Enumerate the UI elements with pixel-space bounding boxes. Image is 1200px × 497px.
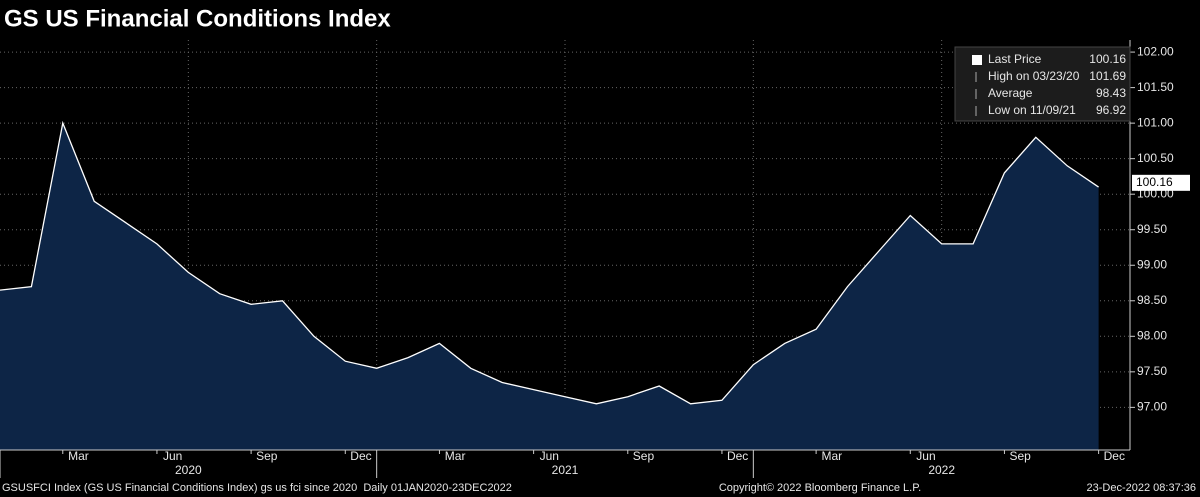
- x-tick-label: Sep: [256, 449, 278, 463]
- x-tick-label: Dec: [350, 449, 371, 463]
- year-label: 2020: [175, 463, 202, 477]
- legend-label: Low on 11/09/21: [988, 103, 1076, 117]
- y-tick-label: 99.50: [1137, 222, 1167, 236]
- legend-value: 100.16: [1089, 52, 1126, 66]
- y-tick-label: 97.00: [1137, 400, 1167, 414]
- legend-label: Average: [988, 86, 1033, 100]
- legend-label: High on 03/23/20: [988, 69, 1080, 83]
- footer-right: 23-Dec-2022 08:37:36: [1087, 482, 1196, 494]
- x-tick-label: Sep: [1009, 449, 1031, 463]
- last-price-label: 100.16: [1136, 175, 1173, 189]
- y-tick-label: 98.00: [1137, 328, 1167, 342]
- y-tick-label: 102.00: [1137, 44, 1174, 58]
- legend-label: Last Price: [988, 52, 1042, 66]
- year-label: 2022: [928, 463, 955, 477]
- x-tick-label: Mar: [821, 449, 842, 463]
- legend-value: 101.69: [1089, 69, 1126, 83]
- y-tick-label: 97.50: [1137, 364, 1167, 378]
- x-tick-label: Dec: [727, 449, 748, 463]
- legend-box: [954, 46, 1131, 122]
- legend-swatch: [972, 55, 982, 65]
- x-tick-label: Dec: [1104, 449, 1125, 463]
- footer-left: GSUSFCI Index (GS US Financial Condition…: [2, 482, 512, 494]
- x-tick-label: Sep: [633, 449, 655, 463]
- y-tick-label: 99.00: [1137, 257, 1167, 271]
- y-tick-label: 101.50: [1137, 80, 1174, 94]
- x-tick-label: Jun: [916, 449, 935, 463]
- area: [0, 123, 1099, 450]
- y-tick-label: 101.00: [1137, 115, 1174, 129]
- line: [0, 120, 1099, 405]
- chart-title: GS US Financial Conditions Index: [4, 5, 391, 32]
- legend-value: 98.43: [1096, 86, 1126, 100]
- x-tick-label: Jun: [540, 449, 559, 463]
- year-label: 2021: [552, 463, 579, 477]
- x-tick-label: Mar: [68, 449, 89, 463]
- footer-center: Copyright© 2022 Bloomberg Finance L.P.: [719, 482, 921, 494]
- x-tick-label: Mar: [445, 449, 466, 463]
- y-tick-label: 98.50: [1137, 293, 1167, 307]
- last-price-tag: [1132, 174, 1190, 191]
- legend-value: 96.92: [1096, 103, 1126, 117]
- y-tick-label: 100.50: [1137, 151, 1174, 165]
- x-tick-label: Jun: [163, 449, 182, 463]
